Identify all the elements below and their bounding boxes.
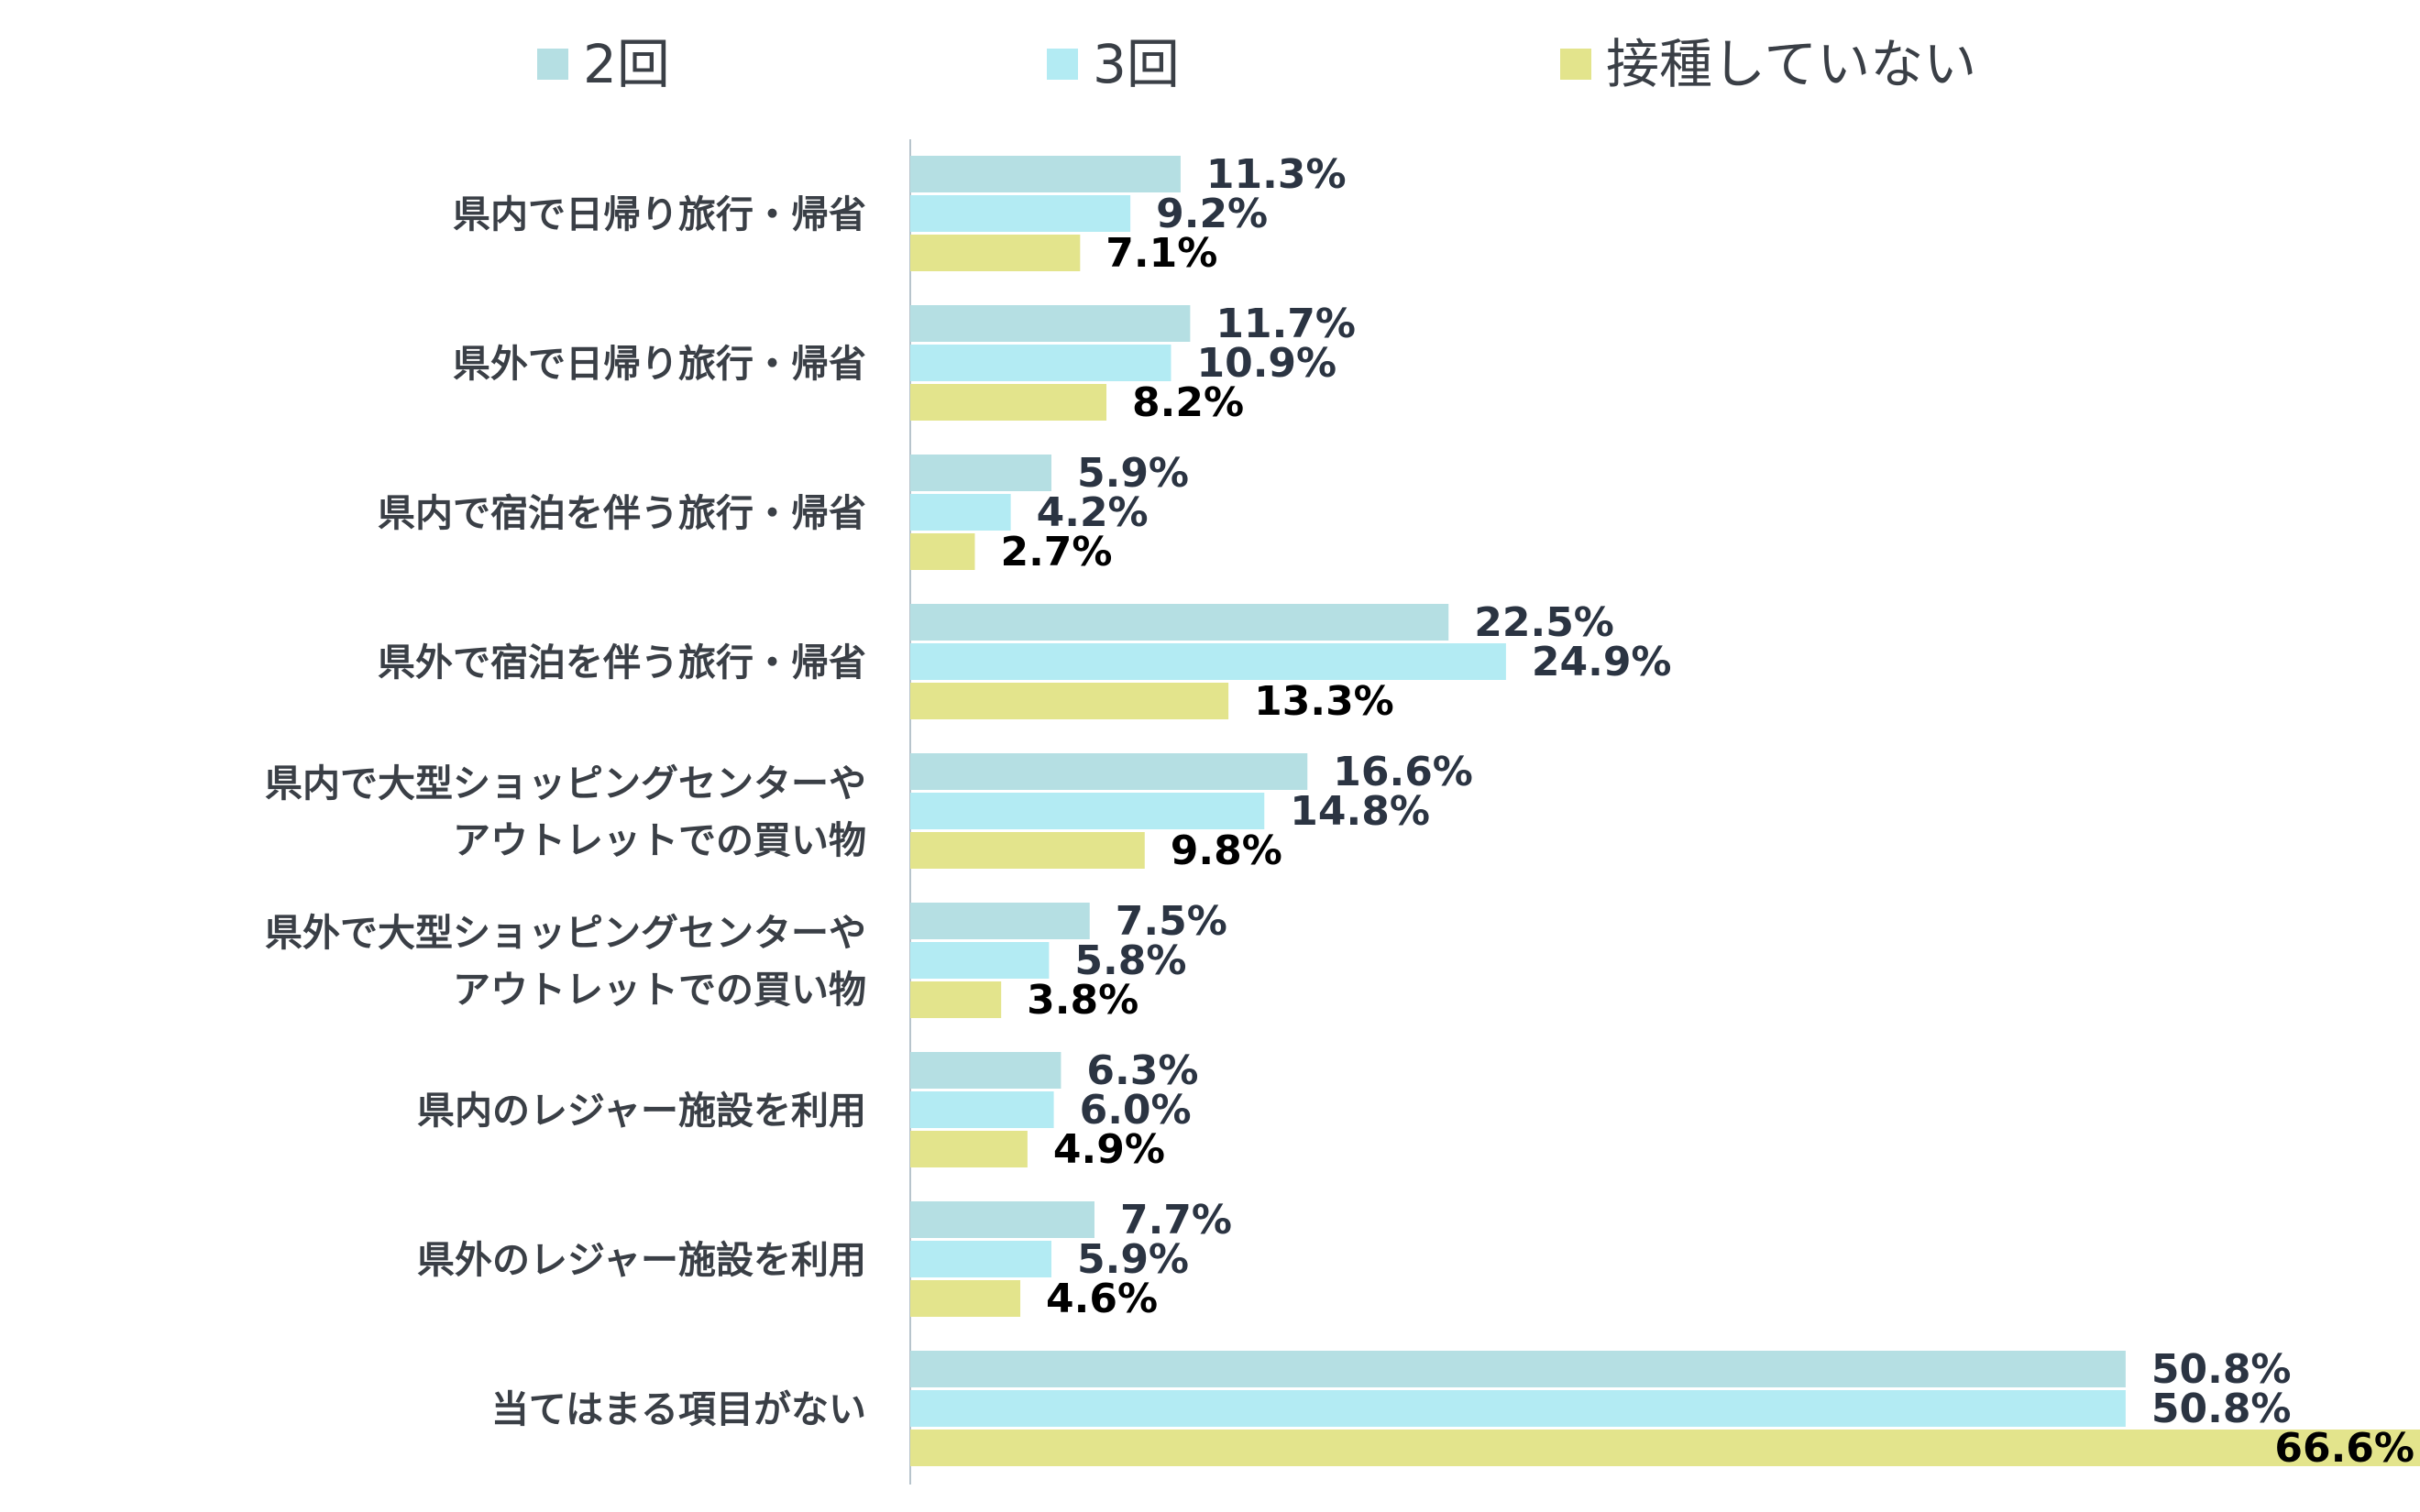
category-label-5-line-2: アウトレットでの買い物 (453, 818, 866, 862)
legend-swatch-1 (537, 49, 568, 80)
category-group-2: 11.7%10.9%8.2% 県外で日帰り旅行・帰省 (453, 301, 1356, 426)
legend-label-1: 2回 (583, 33, 670, 95)
category-group-3: 5.9%4.2%2.7% 県内で宿泊を伴う旅行・帰省 (378, 450, 1189, 575)
legend-swatch-3 (1560, 49, 1591, 80)
legend: 2回 3回 接種していない (537, 33, 1976, 95)
legend-label-2: 3回 (1093, 33, 1180, 95)
bar-5-2 (910, 793, 1265, 829)
value-label-1-1: 11.3% (1206, 151, 1347, 198)
category-label-6-line-2: アウトレットでの買い物 (453, 968, 866, 1012)
category-label-9: 当てはまる項目がない (491, 1387, 866, 1431)
value-label-9-1: 50.8% (2151, 1346, 2292, 1393)
value-label-4-3: 13.3% (1254, 678, 1394, 725)
value-label-4-2: 24.9% (1532, 639, 1672, 685)
value-label-2-1: 11.7% (1216, 301, 1356, 347)
legend-swatch-2 (1047, 49, 1078, 80)
bar-8-3 (910, 1280, 1021, 1317)
category-label-7: 県内のレジャー施設を利用 (417, 1089, 866, 1133)
value-label-7-2: 6.0% (1080, 1087, 1192, 1134)
bar-5-3 (910, 832, 1145, 869)
category-group-5: 16.6%14.8%9.8% 県内で大型ショッピングセンターやアウトレットでの買い… (265, 749, 1473, 874)
value-label-1-2: 9.2% (1156, 191, 1268, 237)
bar-4-3 (910, 683, 1229, 719)
value-label-6-1: 7.5% (1116, 898, 1227, 945)
bar-3-1 (910, 455, 1051, 491)
value-label-2-2: 10.9% (1196, 340, 1336, 387)
value-label-3-1: 5.9% (1077, 450, 1189, 497)
category-group-1: 11.3%9.2%7.1% 県内で日帰り旅行・帰省 (453, 151, 1347, 277)
value-label-9-3: 66.6% (2274, 1425, 2414, 1472)
bar-8-1 (910, 1201, 1094, 1238)
value-label-5-3: 9.8% (1171, 827, 1282, 874)
value-label-4-1: 22.5% (1474, 599, 1614, 646)
bar-7-1 (910, 1052, 1062, 1089)
category-label-3: 県内で宿泊を伴う旅行・帰省 (378, 491, 866, 535)
bar-1-2 (910, 195, 1131, 232)
value-label-1-3: 7.1% (1106, 230, 1217, 277)
bar-5-1 (910, 753, 1308, 790)
bar-7-3 (910, 1131, 1028, 1167)
bar-6-1 (910, 903, 1090, 939)
category-group-9: 50.8%50.8%66.6%当てはまる項目がない (491, 1346, 2420, 1472)
bar-1-3 (910, 235, 1081, 271)
value-label-8-3: 4.6% (1046, 1276, 1158, 1322)
value-label-3-2: 4.2% (1037, 489, 1149, 536)
value-label-6-2: 5.8% (1074, 937, 1186, 984)
category-label-6-line-1: 県外で大型ショッピングセンターや (265, 911, 866, 955)
bar-7-2 (910, 1091, 1054, 1128)
bar-2-3 (910, 384, 1107, 421)
category-label-2: 県外で日帰り旅行・帰省 (453, 342, 866, 386)
value-label-2-3: 8.2% (1132, 379, 1244, 426)
value-label-3-3: 2.7% (1000, 529, 1112, 575)
category-label-4: 県外で宿泊を伴う旅行・帰省 (378, 641, 866, 685)
bar-3-2 (910, 494, 1011, 531)
bar-6-3 (910, 981, 1002, 1018)
value-label-7-1: 6.3% (1086, 1047, 1198, 1094)
category-group-7: 6.3%6.0%4.9% 県内のレジャー施設を利用 (417, 1047, 1198, 1173)
category-group-4: 22.5%24.9% 13.3% 県外で宿泊を伴う旅行・帰省 (378, 599, 1672, 725)
bar-1-1 (910, 156, 1181, 192)
bar-2-1 (910, 305, 1191, 342)
value-label-7-3: 4.9% (1053, 1126, 1165, 1173)
bar-9-3 (910, 1430, 2420, 1466)
value-label-5-2: 14.8% (1290, 788, 1430, 835)
value-label-8-2: 5.9% (1077, 1236, 1189, 1283)
bar-3-3 (910, 533, 975, 570)
category-label-1: 県内で日帰り旅行・帰省 (453, 192, 866, 236)
bar-4-2 (910, 643, 1506, 680)
legend-label-3: 接種していない (1606, 33, 1976, 95)
category-label-8: 県外のレジャー施設を利用 (417, 1238, 866, 1282)
bar-2-2 (910, 345, 1172, 381)
category-label-5-line-1: 県内で大型ショッピングセンターや (265, 761, 866, 805)
value-label-9-2: 50.8% (2151, 1386, 2292, 1432)
value-label-6-3: 3.8% (1027, 977, 1138, 1024)
bar-9-2 (910, 1390, 2126, 1427)
bar-9-1 (910, 1351, 2126, 1387)
bar-6-2 (910, 942, 1050, 979)
bar-8-2 (910, 1241, 1051, 1277)
value-label-5-1: 16.6% (1333, 749, 1473, 795)
category-group-8: 7.7%5.9%4.6% 県外のレジャー施設を利用 (417, 1197, 1232, 1322)
value-label-8-1: 7.7% (1120, 1197, 1232, 1244)
bar-4-1 (910, 604, 1449, 641)
